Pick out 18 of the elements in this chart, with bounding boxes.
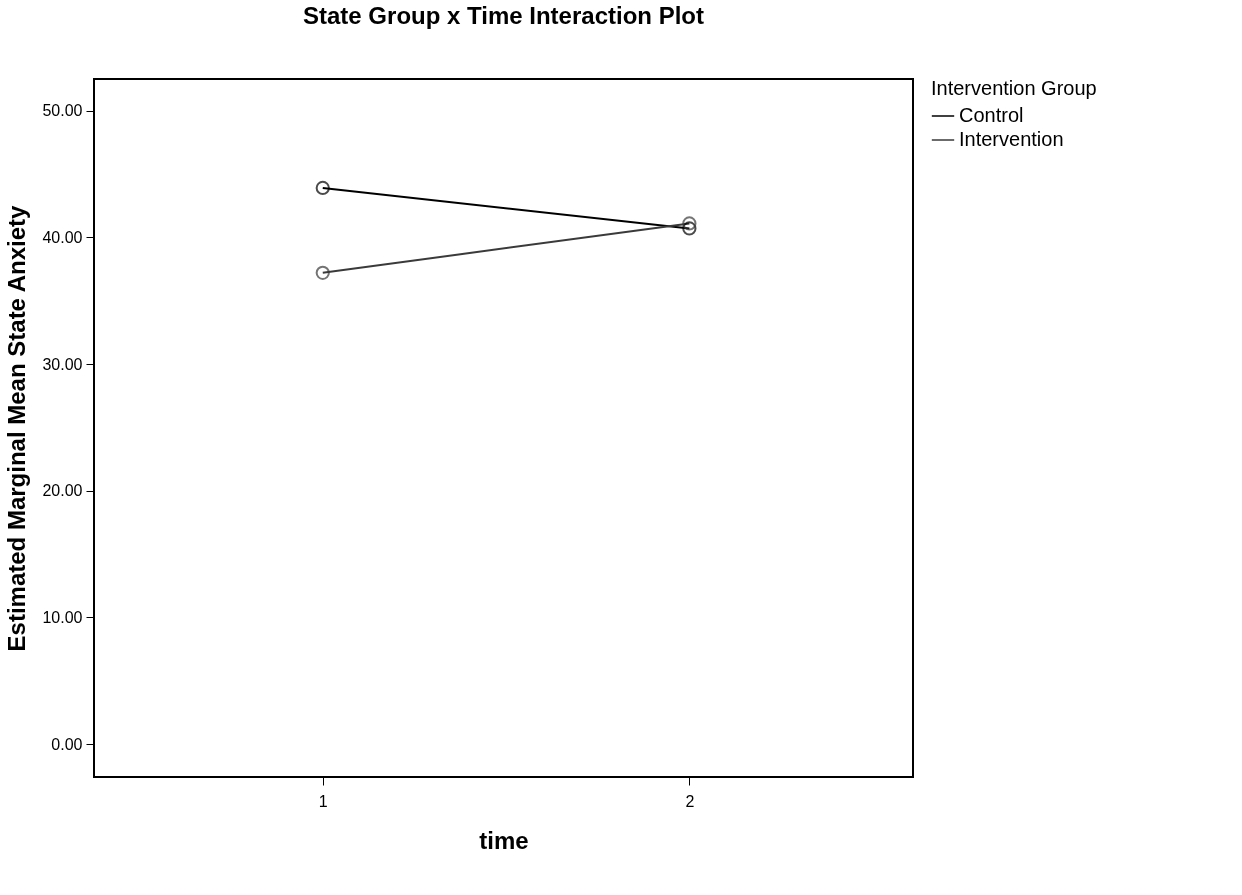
y-tick-label: 10.00 [42,608,83,626]
y-tick-label: 0.00 [51,735,83,753]
point [315,180,330,196]
y-tick-label: 20.00 [42,482,83,500]
y-tick-label: 30.00 [42,355,83,373]
point [315,265,330,280]
chart-title: State Group x Time Interaction Plot [303,2,704,29]
y-tick-label: 50.00 [42,102,83,120]
x-tick-label: 2 [685,792,695,810]
point [682,221,697,236]
legend-title: Intervention Group [931,77,1097,99]
y-tick-label: 40.00 [42,228,83,246]
legend-label: Intervention [959,128,1064,150]
legend-label: Control [959,104,1024,126]
y-axis-title: Estimated Marginal Mean State Anxiety [3,204,31,652]
point [682,216,697,231]
x-axis-title: time [479,826,529,854]
x-tick-label: 1 [318,792,328,810]
